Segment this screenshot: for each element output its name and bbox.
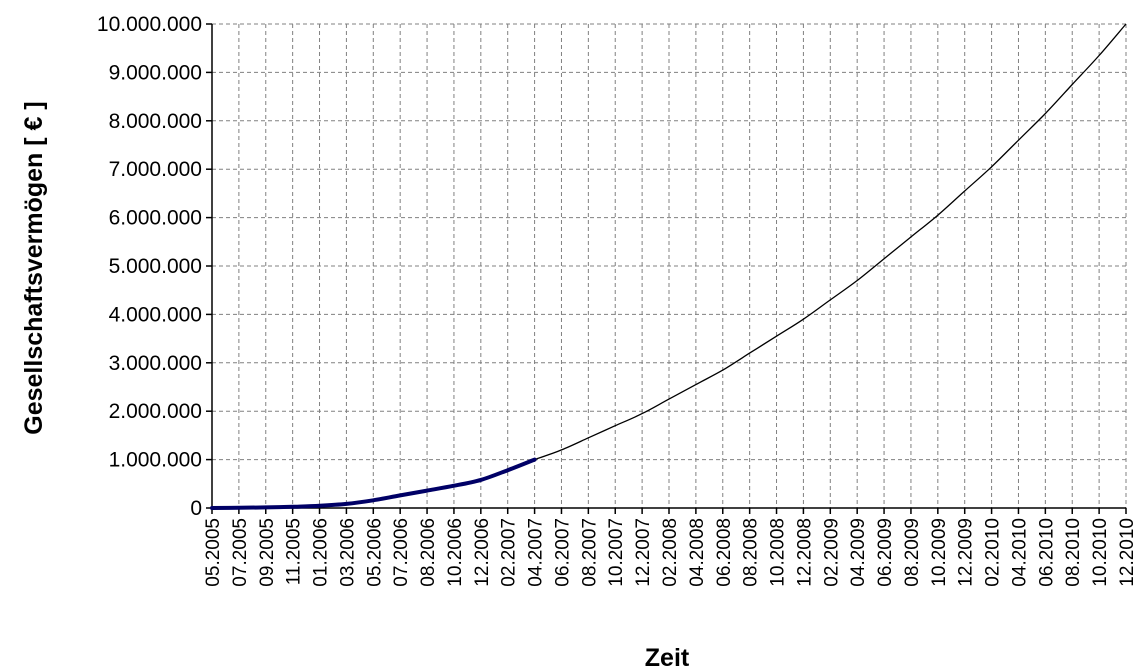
x-tick-label: 12.2009 bbox=[956, 518, 977, 587]
x-tick-label: 10.2006 bbox=[445, 518, 466, 587]
series-lines bbox=[210, 23, 1127, 510]
x-tick-labels: 05.2005 07.2005 09.2005 11.2005 01.2006 03.20… bbox=[203, 518, 1135, 587]
y-tick-label: 10.000.000 bbox=[97, 13, 202, 36]
x-tick-label: 10.2007 bbox=[606, 518, 627, 587]
y-tick-label: 9.000.000 bbox=[109, 61, 202, 84]
x-tick-label: 12.2007 bbox=[633, 518, 654, 587]
x-tick-label: 07.2005 bbox=[230, 518, 251, 587]
x-tick-label: 06.2007 bbox=[552, 518, 573, 587]
x-tick-label: 04.2007 bbox=[526, 518, 547, 587]
y-tick-labels: 0 1.000.000 2.000.000 3.000.000 4.000.000 5.0… bbox=[97, 13, 202, 520]
x-tick-label: 04.2009 bbox=[848, 518, 869, 587]
x-tick-label: 06.2009 bbox=[875, 518, 896, 587]
x-tick-label: 10.2008 bbox=[768, 518, 789, 587]
x-tick-label: 08.2010 bbox=[1063, 518, 1084, 587]
x-tick-label: 07.2006 bbox=[391, 518, 412, 587]
x-tick-label: 08.2007 bbox=[579, 518, 600, 587]
x-tick-label: 11.2005 bbox=[284, 518, 305, 585]
x-tick-label: 08.2006 bbox=[418, 518, 439, 587]
y-tick-label: 4.000.000 bbox=[109, 303, 202, 326]
y-tick-label: 5.000.000 bbox=[109, 255, 202, 278]
x-tick-label: 08.2008 bbox=[741, 518, 762, 587]
x-tick-label: 03.2006 bbox=[337, 518, 358, 587]
x-tick-label: 12.2008 bbox=[794, 518, 815, 587]
x-tick-label: 10.2009 bbox=[929, 518, 950, 587]
y-tick-label: 1.000.000 bbox=[109, 449, 202, 472]
actual-series-line bbox=[210, 457, 537, 510]
x-tick-label: 05.2006 bbox=[364, 518, 385, 587]
x-tick-label: 12.2010 bbox=[1117, 518, 1135, 587]
y-tick-label: 2.000.000 bbox=[109, 400, 202, 423]
x-tick-label: 02.2010 bbox=[983, 518, 1004, 587]
y-tick-label: 6.000.000 bbox=[109, 207, 202, 230]
x-axis-title: Zeit bbox=[645, 644, 690, 672]
x-tick-label: 04.2008 bbox=[687, 518, 708, 587]
x-tick-label: 10.2010 bbox=[1090, 518, 1111, 587]
x-tick-label: 08.2009 bbox=[902, 518, 923, 587]
y-tick-label: 8.000.000 bbox=[109, 110, 202, 133]
x-tick-label: 06.2008 bbox=[714, 518, 735, 587]
y-tick-label: 3.000.000 bbox=[109, 352, 202, 375]
y-axis-title: Gesellschaftsvermögen [ € ] bbox=[20, 101, 48, 434]
y-tick-label: 0 bbox=[190, 497, 202, 520]
grid-lines bbox=[212, 23, 1127, 508]
x-tick-label: 02.2008 bbox=[660, 518, 681, 587]
x-tick-label: 12.2006 bbox=[472, 518, 493, 587]
x-tick-label: 04.2010 bbox=[1009, 518, 1030, 587]
x-tick-label: 06.2010 bbox=[1036, 518, 1057, 587]
x-tick-label: 02.2007 bbox=[499, 518, 520, 587]
axes bbox=[206, 23, 1127, 514]
x-tick-label: 02.2009 bbox=[821, 518, 842, 587]
projection-series-line bbox=[534, 23, 1127, 461]
x-tick-label: 05.2005 bbox=[203, 518, 224, 587]
x-tick-label: 09.2005 bbox=[257, 518, 278, 587]
y-tick-label: 7.000.000 bbox=[109, 158, 202, 181]
x-tick-label: 01.2006 bbox=[311, 518, 332, 587]
